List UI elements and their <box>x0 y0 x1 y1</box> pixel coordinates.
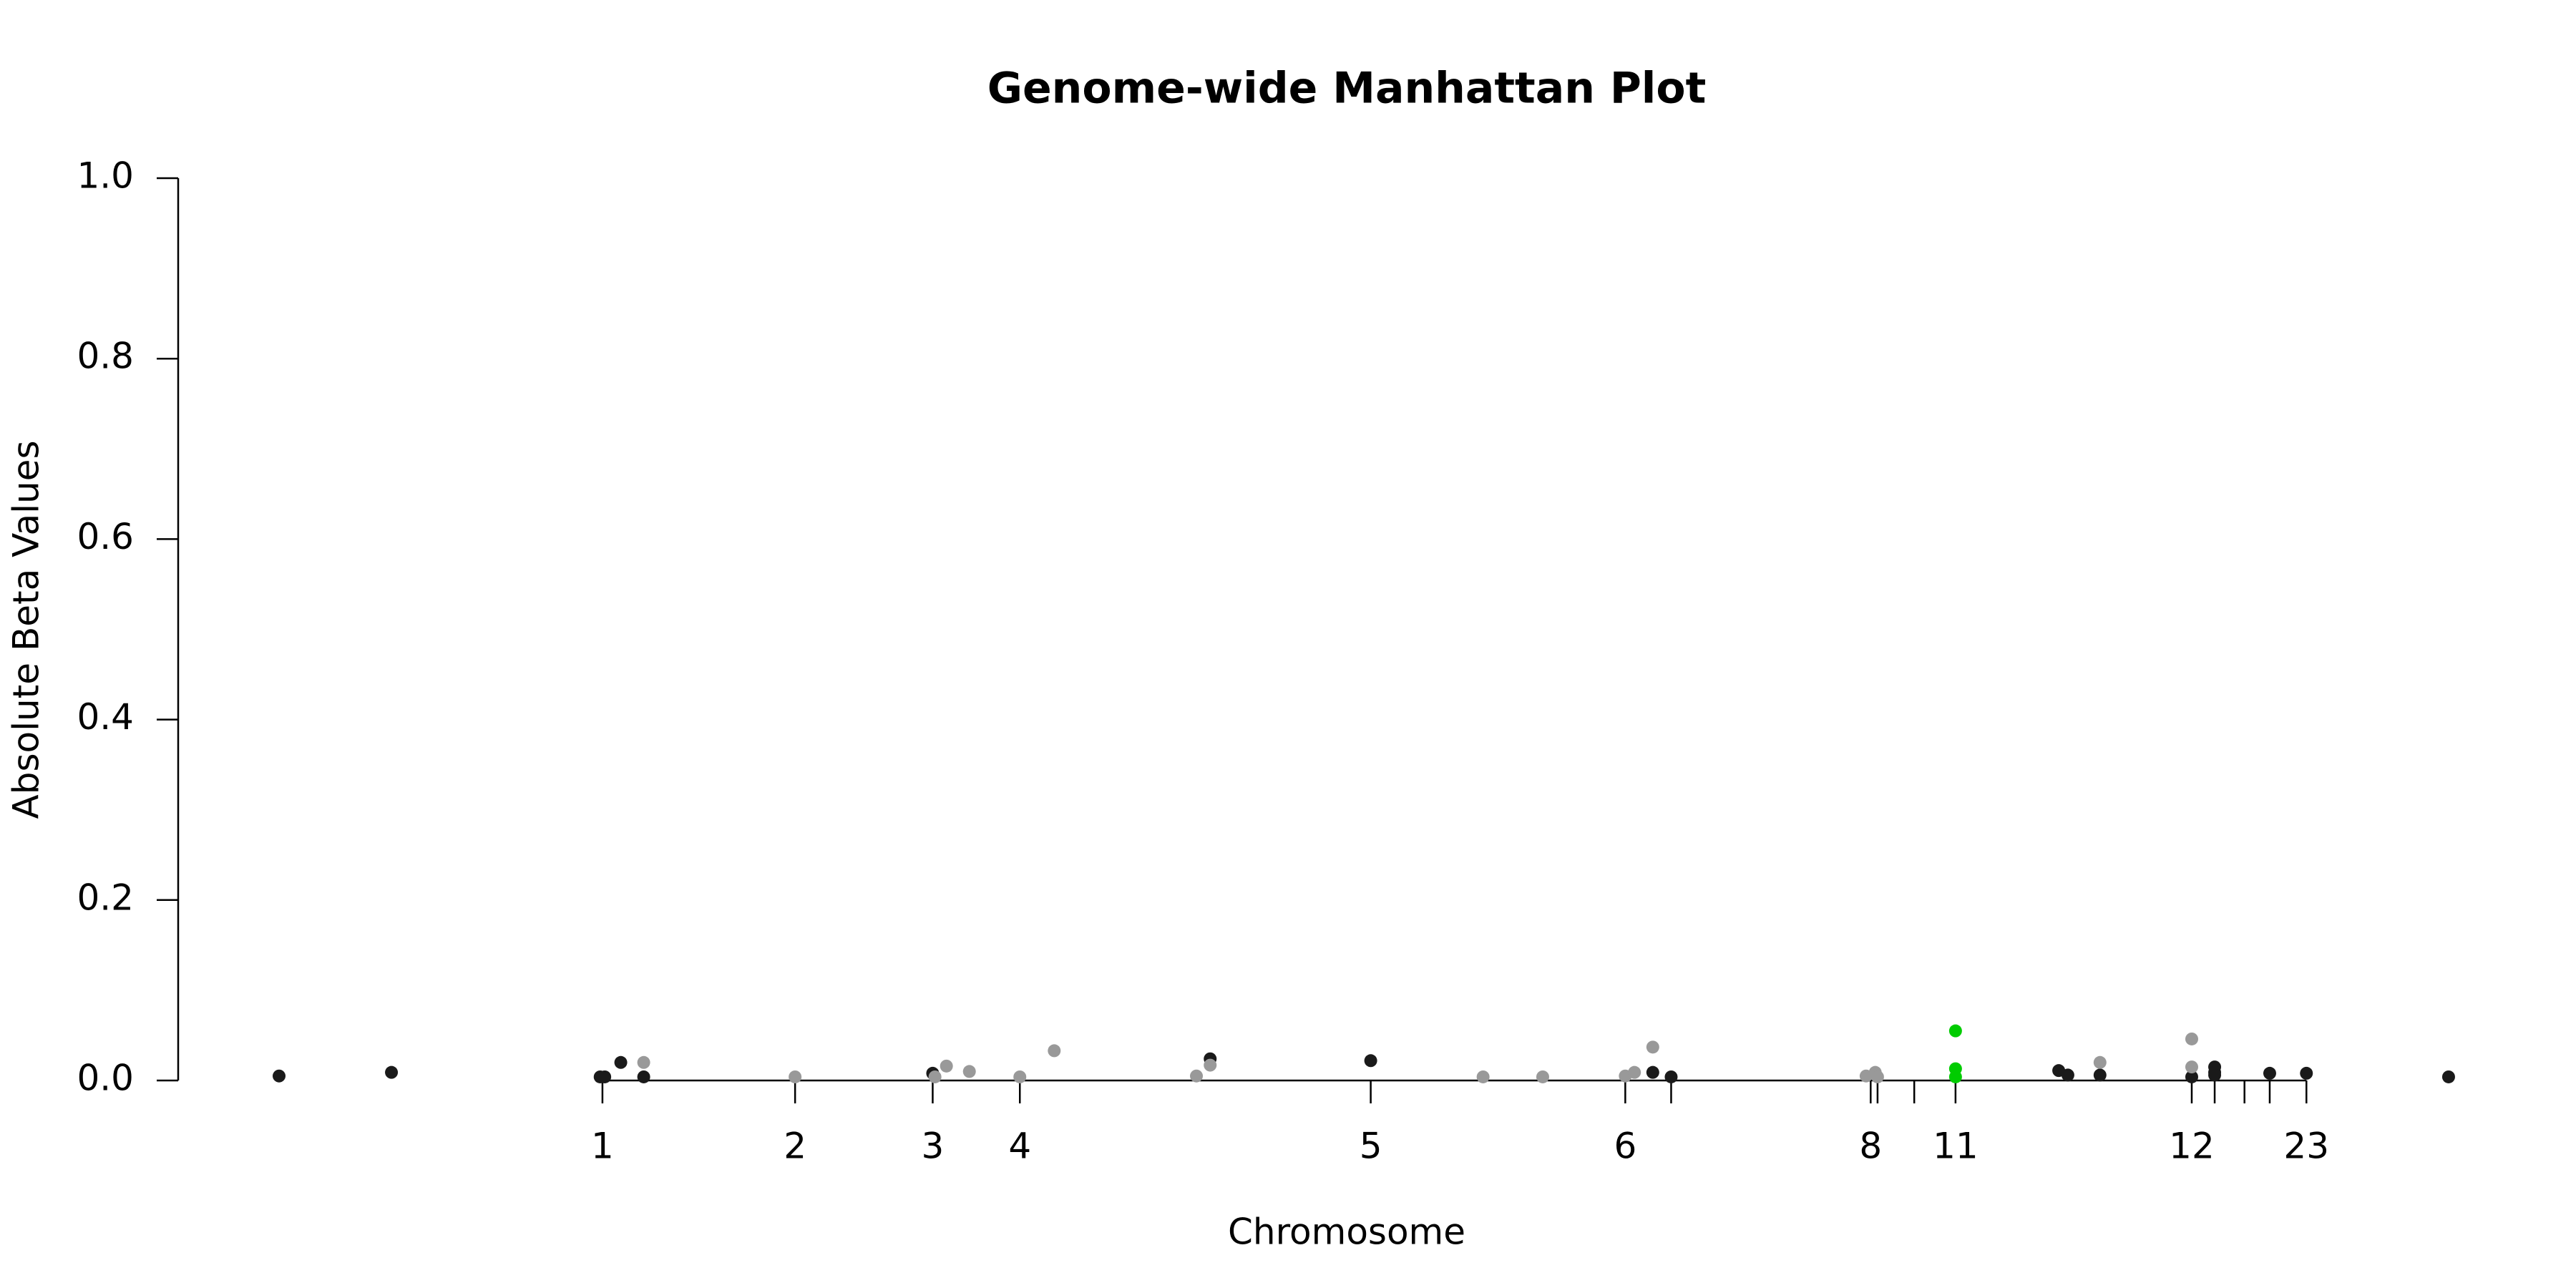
point <box>962 1065 976 1078</box>
point <box>2185 1060 2198 1074</box>
point <box>940 1059 953 1073</box>
point <box>1628 1065 1641 1079</box>
point <box>1536 1070 1549 1083</box>
chart-title: Genome-wide Manhattan Plot <box>987 64 1707 114</box>
point <box>2263 1066 2276 1080</box>
x-tick-label: 6 <box>1614 1126 1636 1167</box>
y-axis-label: Absolute Beta Values <box>6 441 47 819</box>
point <box>2441 1070 2455 1083</box>
point <box>385 1065 399 1079</box>
x-tick-label: 1 <box>591 1126 614 1167</box>
point <box>1204 1058 1217 1072</box>
y-tick-label: 0.8 <box>77 336 134 377</box>
point <box>1646 1040 1659 1054</box>
point <box>637 1055 650 1069</box>
point <box>1664 1070 1678 1083</box>
y-tick-label: 0.0 <box>77 1058 134 1099</box>
point <box>1013 1070 1027 1083</box>
point <box>789 1070 802 1083</box>
point <box>1948 1024 1962 1038</box>
point <box>598 1070 612 1083</box>
point <box>928 1070 942 1083</box>
point <box>2208 1068 2222 1082</box>
y-tick-label: 1.0 <box>77 155 134 197</box>
y-tick-label: 0.6 <box>77 516 134 557</box>
point <box>273 1069 286 1083</box>
point <box>614 1055 628 1069</box>
point <box>2185 1070 2198 1083</box>
point <box>637 1070 650 1083</box>
x-tick-label: 4 <box>1008 1126 1031 1167</box>
point <box>1646 1065 1659 1079</box>
point <box>1048 1044 1061 1058</box>
point <box>2300 1066 2313 1080</box>
x-tick-label: 2 <box>784 1126 806 1167</box>
point <box>1476 1070 1490 1083</box>
point <box>2093 1055 2107 1069</box>
point <box>1870 1070 1884 1083</box>
point <box>2185 1032 2198 1045</box>
x-tick-label: 11 <box>1933 1126 1979 1167</box>
point <box>1190 1069 1204 1083</box>
y-tick-label: 0.2 <box>77 877 134 918</box>
point <box>2061 1068 2074 1082</box>
y-tick-label: 0.4 <box>77 696 134 738</box>
point <box>1948 1070 1962 1083</box>
x-axis-label: Chromosome <box>1228 1211 1465 1253</box>
x-tick-label: 3 <box>922 1126 945 1167</box>
x-tick-label: 8 <box>1859 1126 1882 1167</box>
point <box>2093 1068 2107 1082</box>
x-tick-label: 12 <box>2169 1126 2215 1167</box>
point <box>1364 1054 1377 1068</box>
x-tick-label: 23 <box>2283 1126 2329 1167</box>
x-tick-label: 5 <box>1360 1126 1382 1167</box>
